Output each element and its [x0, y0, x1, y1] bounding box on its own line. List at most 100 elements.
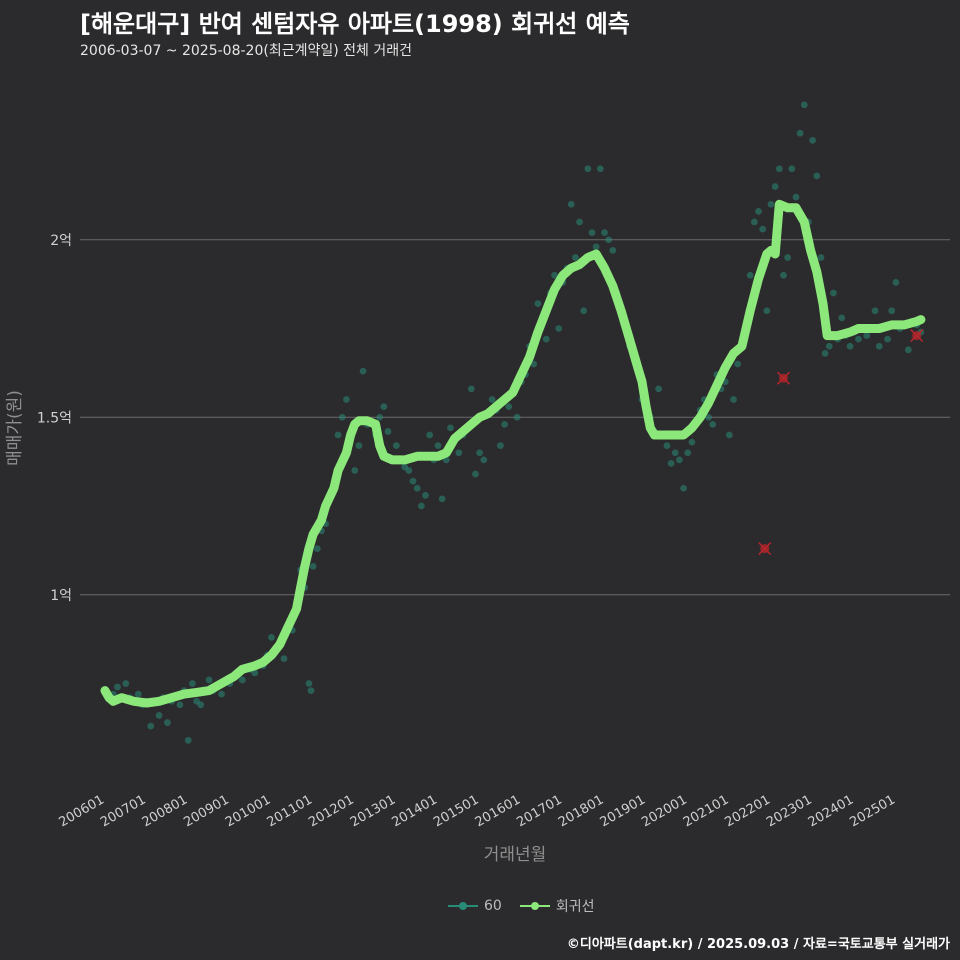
legend-item-60[interactable]: 60	[448, 898, 502, 914]
x-tick-label-3: 200901	[181, 792, 231, 830]
data-point-4	[134, 690, 142, 698]
x-tick-label-2: 200801	[140, 792, 190, 830]
data-point-96	[576, 218, 583, 226]
data-point-155	[821, 349, 829, 357]
x-tick-labels: 2006012007012008012009012010012011012012…	[56, 792, 897, 830]
data-point-144	[775, 165, 783, 173]
data-point-101	[596, 165, 604, 173]
data-point-8	[155, 712, 163, 719]
data-point-44	[338, 413, 346, 421]
data-point-156	[825, 342, 833, 350]
data-point-68	[447, 424, 454, 432]
data-point-43	[334, 431, 342, 439]
page-subtitle: 2006-03-07 ~ 2025-08-20(최근계약일) 전체 거래건	[80, 43, 412, 59]
data-point-104	[609, 247, 617, 254]
x-tick-label-15: 202101	[681, 792, 731, 830]
x-tick-label-8: 201401	[390, 792, 440, 830]
x-tick-label-17: 202301	[764, 792, 814, 830]
data-point-143	[771, 183, 779, 190]
x-tick-label-4: 201001	[223, 792, 273, 830]
data-point-166	[871, 307, 879, 315]
data-point-78	[501, 420, 508, 428]
data-point-37	[309, 562, 317, 570]
x-tick-label-12: 201801	[556, 792, 606, 830]
data-point-88	[542, 335, 550, 343]
data-point-117	[663, 442, 671, 450]
outlier-point-0	[758, 542, 772, 556]
data-point-98	[584, 165, 592, 173]
data-point-61	[417, 502, 425, 510]
data-point-118	[667, 460, 675, 467]
outlier-cross-1	[776, 371, 791, 385]
data-point-94	[567, 200, 575, 208]
x-tick-label-11: 201701	[514, 792, 564, 830]
data-point-161	[846, 342, 854, 350]
data-point-154	[817, 254, 825, 261]
outlier-cross-0	[758, 542, 772, 556]
data-point-139	[755, 207, 762, 215]
data-point-73	[476, 449, 484, 457]
data-point-102	[601, 229, 608, 237]
data-point-121	[680, 484, 687, 492]
data-point-170	[888, 307, 896, 315]
data-point-169	[884, 335, 891, 343]
data-point-25	[251, 669, 259, 677]
data-point-77	[497, 442, 504, 450]
data-point-103	[605, 236, 613, 244]
data-point-99	[588, 229, 596, 237]
scatter-points	[109, 101, 925, 744]
data-point-90	[551, 271, 558, 279]
data-point-145	[780, 271, 787, 279]
data-point-159	[838, 314, 846, 322]
data-point-81	[513, 413, 521, 421]
data-point-157	[830, 289, 837, 297]
data-point-149	[796, 129, 804, 137]
data-point-100	[592, 243, 600, 251]
data-point-173	[904, 346, 912, 354]
data-point-14	[184, 736, 192, 744]
x-axis-label: 거래년월	[484, 845, 547, 865]
data-point-28	[268, 633, 275, 641]
data-point-66	[438, 495, 446, 503]
data-point-48	[355, 442, 363, 450]
data-point-75	[488, 396, 496, 403]
legend-item-regression[interactable]: 회귀선	[519, 896, 595, 916]
data-point-58	[405, 467, 413, 474]
data-point-36	[307, 687, 315, 694]
data-point-163	[855, 335, 862, 343]
outlier-point-1	[776, 371, 791, 385]
data-point-97	[580, 307, 588, 315]
x-tick-label-0: 200601	[56, 792, 106, 830]
outlier-point-2	[910, 329, 924, 343]
data-point-1	[114, 683, 121, 691]
legend-key-60	[448, 900, 478, 912]
data-point-137	[746, 271, 754, 279]
data-point-150	[800, 101, 808, 109]
outlier-markers	[758, 329, 924, 556]
data-point-20	[218, 690, 225, 698]
data-point-49	[359, 367, 367, 375]
data-point-59	[409, 477, 417, 485]
data-point-95	[571, 254, 579, 261]
data-point-167	[875, 342, 883, 350]
data-point-86	[534, 300, 542, 308]
x-tick-label-18: 202401	[806, 792, 856, 830]
data-point-60	[413, 484, 421, 492]
data-point-171	[892, 278, 900, 286]
data-point-115	[655, 385, 663, 393]
data-point-85	[530, 360, 538, 368]
legend-label-regression: 회귀선	[555, 899, 595, 915]
data-point-17	[197, 701, 205, 709]
data-point-123	[688, 438, 696, 446]
data-point-72	[472, 470, 479, 478]
data-point-74	[480, 456, 488, 464]
data-point-127	[705, 413, 712, 421]
data-point-30	[280, 655, 288, 663]
data-point-54	[384, 428, 392, 435]
data-point-140	[759, 225, 767, 233]
x-tick-label-13: 201901	[598, 792, 648, 830]
data-point-148	[792, 193, 800, 201]
y-tick-label-2: 2억	[50, 233, 72, 249]
data-point-79	[505, 403, 513, 410]
data-point-91	[555, 325, 563, 332]
